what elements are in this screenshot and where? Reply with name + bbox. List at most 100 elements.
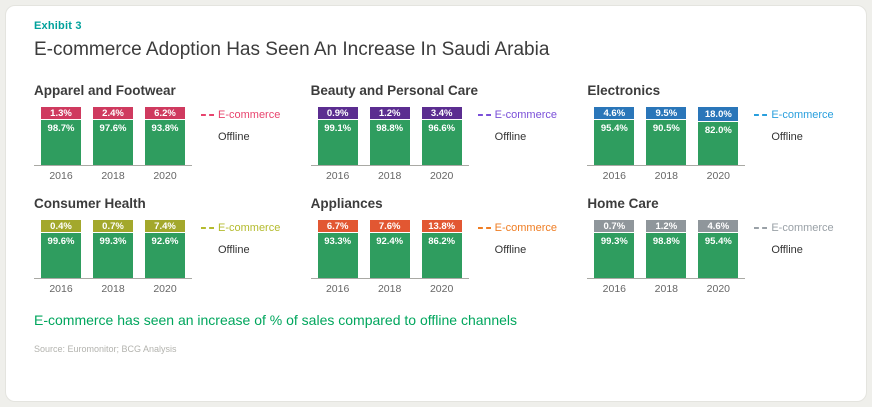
chart-appliances: Appliances 6.7% 93.3% 7.6% 92.4% 13.8% 86.2% 20… <box>310 196 562 295</box>
plot-area: 0.4% 99.6% 0.7% 99.3% 7.4% 92.6% 2016 2018 2020 E… <box>34 220 285 295</box>
offline-segment: 99.3% <box>594 233 635 278</box>
legend-offline-label: Offline <box>218 244 250 256</box>
bars: 0.9% 99.1% 1.2% 98.8% 3.4% 96.6% <box>310 107 469 166</box>
year-label: 2016 <box>602 170 626 182</box>
legend-ecommerce-label: E-commerce <box>771 109 834 121</box>
legend-ecommerce-label: E-commerce <box>494 222 557 234</box>
ecommerce-segment: 18.0% <box>698 107 739 121</box>
year-label: 2020 <box>429 170 454 182</box>
ecommerce-segment: 0.9% <box>317 107 358 119</box>
bars: 4.6% 95.4% 9.5% 90.5% 18.0% 82.0% <box>587 107 746 166</box>
bar-2020: 4.6% 95.4% <box>698 220 739 278</box>
legend: E-commerce Offline <box>754 220 834 256</box>
plot-area: 4.6% 95.4% 9.5% 90.5% 18.0% 82.0% 2016 2018 2020… <box>587 107 838 182</box>
ecommerce-segment: 1.2% <box>646 220 687 232</box>
ecommerce-segment: 4.6% <box>698 220 739 232</box>
bars: 1.3% 98.7% 2.4% 97.6% 6.2% 93.8% <box>34 107 192 166</box>
takeaway-text: E-commerce has seen an increase of % of … <box>34 312 517 328</box>
year-label: 2016 <box>49 170 73 182</box>
offline-segment: 92.6% <box>145 233 185 278</box>
year-label: 2018 <box>654 170 678 182</box>
offline-segment: 97.6% <box>93 120 133 165</box>
ecommerce-segment: 3.4% <box>421 107 462 119</box>
chart-title: Beauty and Personal Care <box>310 83 478 98</box>
offline-segment: 93.8% <box>145 120 185 165</box>
ecommerce-segment: 7.4% <box>145 220 185 232</box>
legend-offline-label: Offline <box>771 244 803 256</box>
bar-2016: 6.7% 93.3% <box>317 220 358 278</box>
bars: 0.4% 99.6% 0.7% 99.3% 7.4% 92.6% <box>34 220 192 279</box>
chart-electronics: Electronics 4.6% 95.4% 9.5% 90.5% 18.0% 82.0% 2… <box>587 83 838 182</box>
bar-2018: 2.4% 97.6% <box>93 107 133 165</box>
plot-area: 1.3% 98.7% 2.4% 97.6% 6.2% 93.8% 2016 2018 2020 E… <box>34 107 285 182</box>
legend: E-commerce Offline <box>754 107 834 143</box>
ecommerce-segment: 9.5% <box>646 107 687 119</box>
offline-segment: 98.7% <box>41 120 81 165</box>
plot-area: 0.7% 99.3% 1.2% 98.8% 4.6% 95.4% 2016 2018 2020 E… <box>587 220 838 295</box>
bars-area: 4.6% 95.4% 9.5% 90.5% 18.0% 82.0% 2016 2018 2020 <box>587 107 746 182</box>
chart-title: Consumer Health <box>34 196 146 211</box>
offline-segment: 98.8% <box>646 233 687 278</box>
ecommerce-segment: 0.7% <box>594 220 635 232</box>
year-label: 2016 <box>602 283 626 295</box>
year-label: 2018 <box>377 283 402 295</box>
legend-dash-line <box>477 114 491 116</box>
ecommerce-segment: 1.2% <box>369 107 410 119</box>
ecommerce-segment: 1.3% <box>41 107 81 119</box>
legend-ecommerce-label: E-commerce <box>494 109 557 121</box>
year-label: 2016 <box>325 170 350 182</box>
bars: 0.7% 99.3% 1.2% 98.8% 4.6% 95.4% <box>587 220 746 279</box>
ecommerce-segment: 2.4% <box>93 107 133 119</box>
bar-2016: 4.6% 95.4% <box>594 107 635 165</box>
bar-2020: 18.0% 82.0% <box>698 107 739 165</box>
offline-segment: 98.8% <box>369 120 410 165</box>
offline-segment: 86.2% <box>421 233 462 278</box>
exhibit-label: Exhibit 3 <box>34 20 82 32</box>
legend-ecommerce: E-commerce <box>201 222 280 234</box>
bar-2016: 0.7% 99.3% <box>594 220 635 278</box>
year-axis: 2016 2018 2020 <box>34 170 192 182</box>
legend-ecommerce-label: E-commerce <box>771 222 834 234</box>
year-label: 2020 <box>429 283 454 295</box>
year-label: 2020 <box>706 170 730 182</box>
legend-dash-line <box>754 114 768 116</box>
exhibit-card: Exhibit 3 E-commerce Adoption Has Seen A… <box>5 5 867 402</box>
offline-segment: 96.6% <box>421 120 462 165</box>
ecommerce-segment: 7.6% <box>369 220 410 232</box>
legend-offline-label: Offline <box>494 244 527 256</box>
year-label: 2020 <box>153 283 177 295</box>
legend-dash-line <box>201 114 214 116</box>
bar-2020: 13.8% 86.2% <box>421 220 462 278</box>
chart-home-care: Home Care 0.7% 99.3% 1.2% 98.8% 4.6% 95.4% 2016… <box>587 196 838 295</box>
year-label: 2020 <box>153 170 177 182</box>
bar-2018: 0.7% 99.3% <box>93 220 133 278</box>
ecommerce-segment: 6.2% <box>145 107 185 119</box>
chart-title: Electronics <box>587 83 661 98</box>
year-label: 2016 <box>325 283 350 295</box>
ecommerce-segment: 13.8% <box>421 220 462 232</box>
bar-2016: 0.9% 99.1% <box>317 107 358 165</box>
bars-area: 0.9% 99.1% 1.2% 98.8% 3.4% 96.6% 2016 2018 2020 <box>310 107 469 182</box>
legend-offline-label: Offline <box>494 131 527 143</box>
year-label: 2016 <box>49 283 73 295</box>
year-axis: 2016 2018 2020 <box>311 170 469 182</box>
year-label: 2018 <box>654 283 678 295</box>
source-note: Source: Euromonitor; BCG Analysis <box>34 344 177 354</box>
bar-2018: 7.6% 92.4% <box>369 220 410 278</box>
ecommerce-segment: 4.6% <box>594 107 635 119</box>
legend-dash-line <box>201 227 214 229</box>
bars-area: 6.7% 93.3% 7.6% 92.4% 13.8% 86.2% 2016 2018 2020 <box>310 220 469 295</box>
legend-ecommerce: E-commerce <box>477 109 557 121</box>
bar-2020: 3.4% 96.6% <box>421 107 462 165</box>
bar-2016: 1.3% 98.7% <box>41 107 81 165</box>
offline-segment: 95.4% <box>594 120 635 165</box>
page-title: E-commerce Adoption Has Seen An Increase… <box>34 39 550 60</box>
legend: E-commerce Offline <box>477 107 557 143</box>
chart-beauty-and-personal-care: Beauty and Personal Care 0.9% 99.1% 1.2% 98.… <box>310 83 562 182</box>
offline-segment: 92.4% <box>369 233 410 278</box>
legend-ecommerce-label: E-commerce <box>218 222 281 234</box>
legend-ecommerce: E-commerce <box>477 222 557 234</box>
year-label: 2020 <box>706 283 730 295</box>
legend-offline-label: Offline <box>218 131 250 143</box>
bar-2020: 7.4% 92.6% <box>145 220 185 278</box>
